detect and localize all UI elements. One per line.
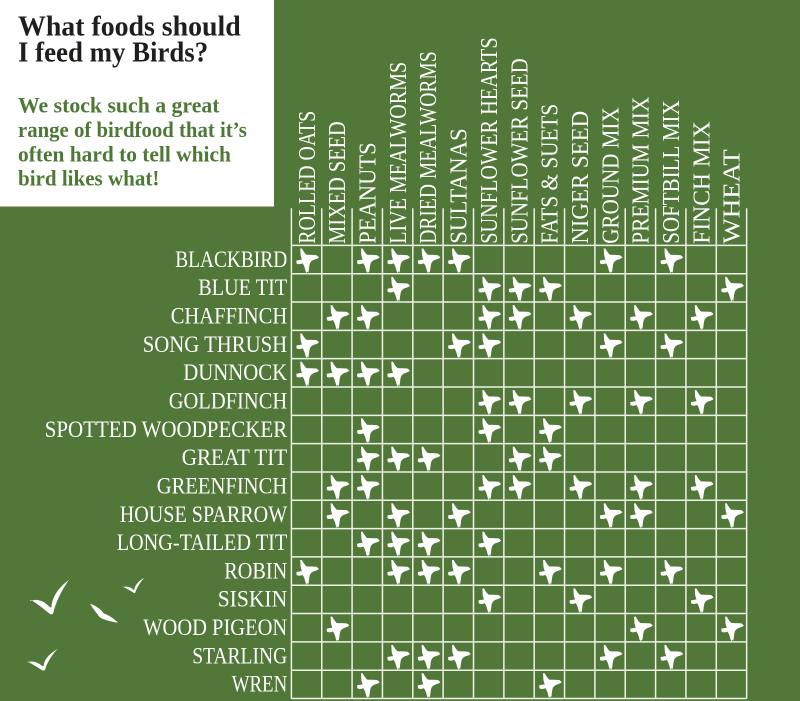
svg-text:LONG-TAILED TIT: LONG-TAILED TIT (117, 530, 288, 555)
svg-text:STARLING: STARLING (192, 643, 287, 668)
svg-text:GREAT TIT: GREAT TIT (182, 445, 288, 470)
svg-text:range of birdfood that it’s: range of birdfood that it’s (18, 117, 247, 142)
svg-text:NIGER SEED: NIGER SEED (568, 111, 594, 244)
svg-text:ROBIN: ROBIN (224, 558, 287, 583)
svg-text:ROLLED OATS: ROLLED OATS (295, 111, 321, 244)
svg-text:SONG THRUSH: SONG THRUSH (143, 332, 288, 357)
svg-text:BLUE TIT: BLUE TIT (198, 275, 287, 300)
svg-text:BLACKBIRD: BLACKBIRD (175, 247, 287, 272)
svg-text:I feed my Birds?: I feed my Birds? (18, 37, 208, 69)
svg-text:SPOTTED WOODPECKER: SPOTTED WOODPECKER (45, 417, 288, 442)
svg-text:DUNNOCK: DUNNOCK (183, 360, 287, 385)
svg-text:SUNFLOWER SEED: SUNFLOWER SEED (507, 58, 533, 244)
svg-text:CHAFFINCH: CHAFFINCH (171, 304, 288, 329)
svg-text:FINCH MIX: FINCH MIX (689, 121, 715, 244)
svg-text:WREN: WREN (232, 672, 288, 697)
svg-text:bird likes what!: bird likes what! (18, 166, 159, 191)
svg-text:WHEAT: WHEAT (720, 149, 746, 244)
svg-text:SUNFLOWER HEARTS: SUNFLOWER HEARTS (477, 37, 503, 244)
svg-text:GROUND MIX: GROUND MIX (598, 107, 624, 244)
svg-text:We stock such a great: We stock such a great (18, 93, 220, 118)
svg-text:often hard to tell which: often hard to tell which (18, 141, 231, 166)
svg-text:MIXED SEED: MIXED SEED (325, 121, 351, 244)
svg-text:FATS & SUETS: FATS & SUETS (538, 104, 564, 244)
svg-text:What foods should: What foods should (18, 11, 241, 43)
svg-text:SOFTBILL MIX: SOFTBILL MIX (659, 100, 685, 244)
svg-text:GREENFINCH: GREENFINCH (157, 473, 288, 498)
svg-text:SISKIN: SISKIN (218, 587, 288, 612)
svg-text:PREMIUM MIX: PREMIUM MIX (629, 97, 655, 244)
svg-text:DRIED MEALWORMS: DRIED MEALWORMS (416, 51, 442, 244)
svg-text:WOOD PIGEON: WOOD PIGEON (143, 615, 287, 640)
svg-text:GOLDFINCH: GOLDFINCH (169, 389, 288, 414)
svg-text:HOUSE SPARROW: HOUSE SPARROW (120, 502, 288, 527)
svg-text:PEANUTS: PEANUTS (356, 142, 382, 244)
svg-text:SULTANAS: SULTANAS (447, 128, 473, 244)
svg-text:LIVE MEALWORMS: LIVE MEALWORMS (386, 62, 412, 244)
